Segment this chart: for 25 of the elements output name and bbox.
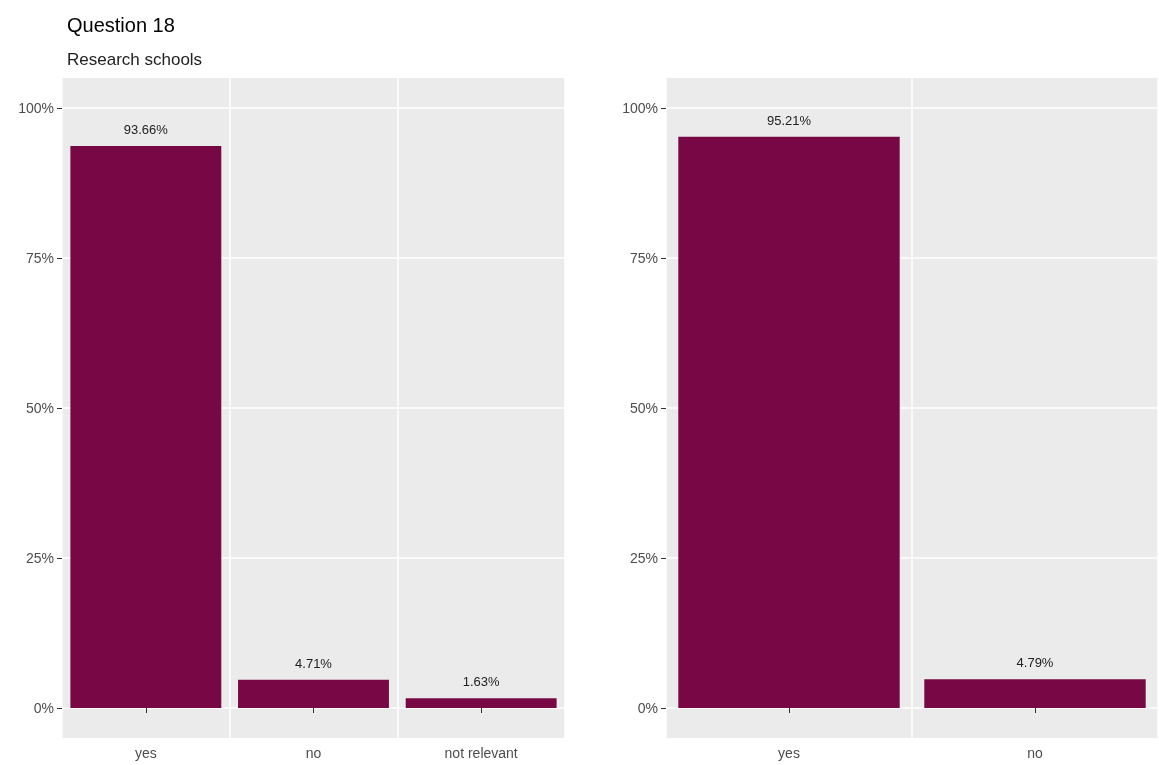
data-label: 95.21%	[766, 112, 812, 128]
x-tick-label: yes	[778, 745, 800, 761]
chart-title: Question 18	[67, 14, 175, 36]
bar	[238, 679, 389, 708]
y-tick-label: 75%	[25, 250, 54, 266]
y-tick-label: 100%	[622, 100, 658, 116]
x-tick-label: no	[1027, 745, 1043, 761]
x-tick-label: not relevant	[444, 745, 518, 761]
data-label: 93.66%	[123, 122, 169, 138]
y-tick-label: 0%	[637, 700, 658, 716]
y-tick-label: 75%	[629, 250, 658, 266]
bar	[405, 698, 557, 708]
y-tick-label: 50%	[629, 400, 658, 416]
y-tick-label: 25%	[629, 550, 658, 566]
data-label: 1.63%	[462, 674, 501, 690]
bar	[70, 146, 222, 708]
chart-subtitle: Research schools	[67, 50, 203, 69]
y-tick-label: 50%	[25, 400, 54, 416]
y-tick-label: 25%	[25, 550, 54, 566]
data-label: 4.71%	[295, 655, 333, 671]
x-tick-label: no	[305, 745, 322, 761]
data-label: 4.79%	[1016, 655, 1054, 671]
x-tick-label: yes	[134, 745, 157, 761]
y-tick-label: 0%	[33, 700, 54, 716]
y-tick-label: 100%	[18, 100, 54, 116]
